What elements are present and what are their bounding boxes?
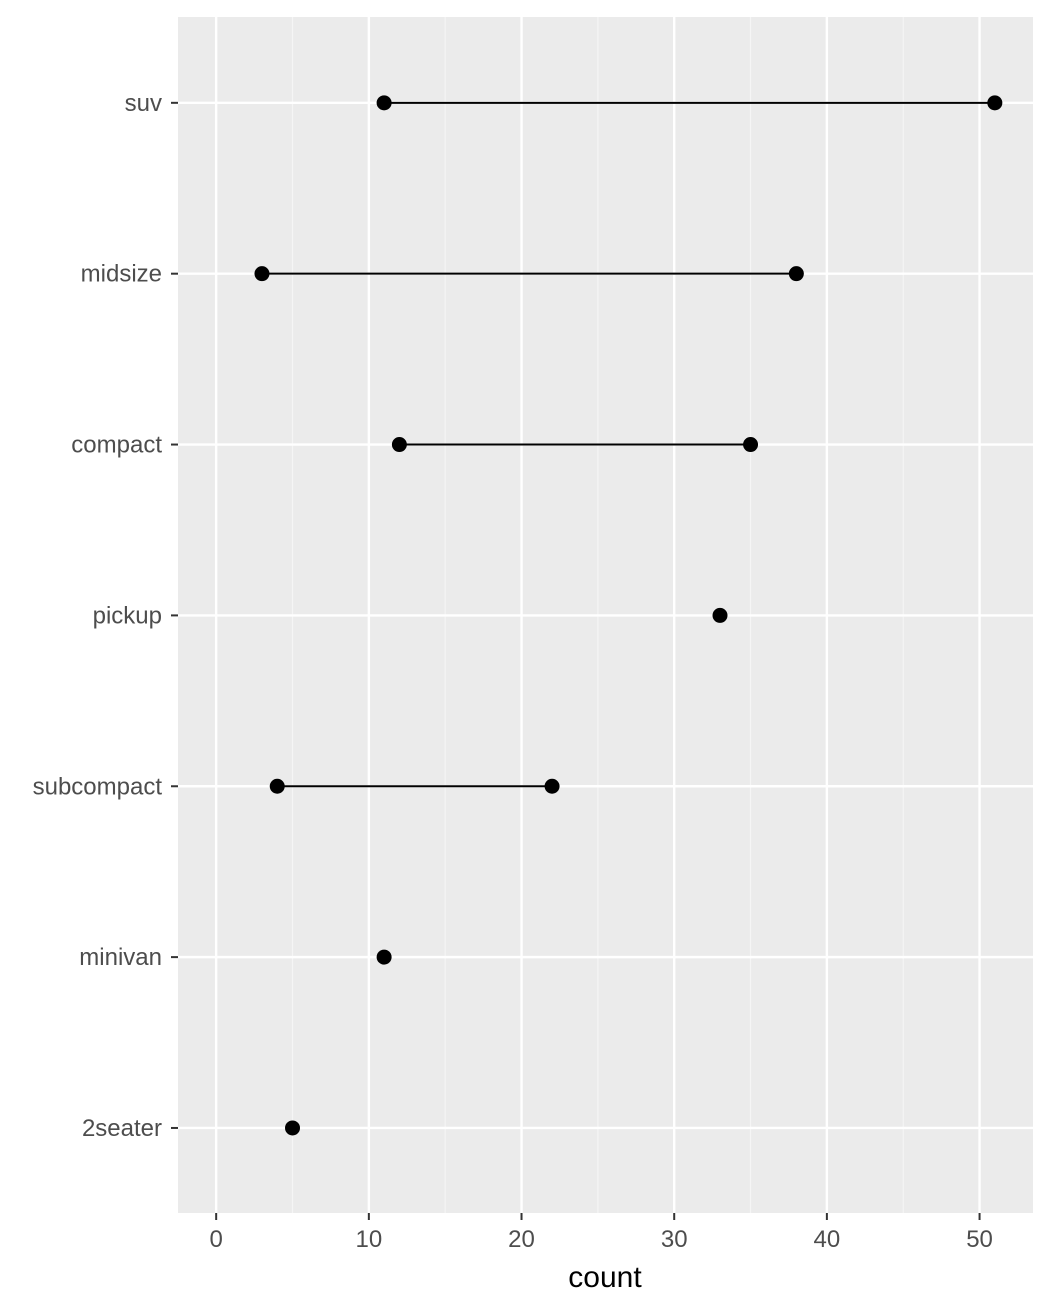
y-tick-label-minivan: minivan	[79, 944, 162, 971]
data-point-compact	[391, 437, 407, 453]
data-point-minivan	[376, 949, 392, 965]
data-point-subcompact	[544, 778, 560, 794]
range-segments	[261, 101, 995, 788]
y-tick-label-suv: suv	[125, 90, 162, 117]
y-tick-label-subcompact: subcompact	[33, 773, 163, 800]
x-axis-title: count	[568, 1261, 642, 1294]
x-tick-label: 50	[966, 1226, 993, 1253]
major-gridlines	[178, 17, 1033, 1213]
x-axis: 0 10 20 30 40 50	[209, 1213, 993, 1253]
y-axis: 2seater minivan subcompact pickup compact mid…	[33, 90, 178, 1142]
y-tick-label-2seater: 2seater	[82, 1115, 162, 1142]
data-point-compact	[743, 437, 759, 453]
data-point-suv	[376, 95, 392, 111]
x-tick-label: 10	[355, 1226, 382, 1253]
x-tick-label: 30	[661, 1226, 688, 1253]
data-point-2seater	[285, 1120, 301, 1136]
y-tick-label-compact: compact	[71, 432, 162, 459]
data-points	[254, 95, 1003, 1136]
data-point-pickup	[712, 607, 728, 623]
data-point-subcompact	[269, 778, 285, 794]
data-point-suv	[987, 95, 1003, 111]
x-tick-label: 0	[209, 1226, 222, 1253]
x-tick-label: 20	[508, 1226, 535, 1253]
data-point-midsize	[254, 266, 270, 282]
y-tick-label-pickup: pickup	[93, 602, 162, 629]
data-point-midsize	[788, 266, 804, 282]
y-tick-label-midsize: midsize	[81, 261, 162, 288]
x-tick-label: 40	[814, 1226, 841, 1253]
